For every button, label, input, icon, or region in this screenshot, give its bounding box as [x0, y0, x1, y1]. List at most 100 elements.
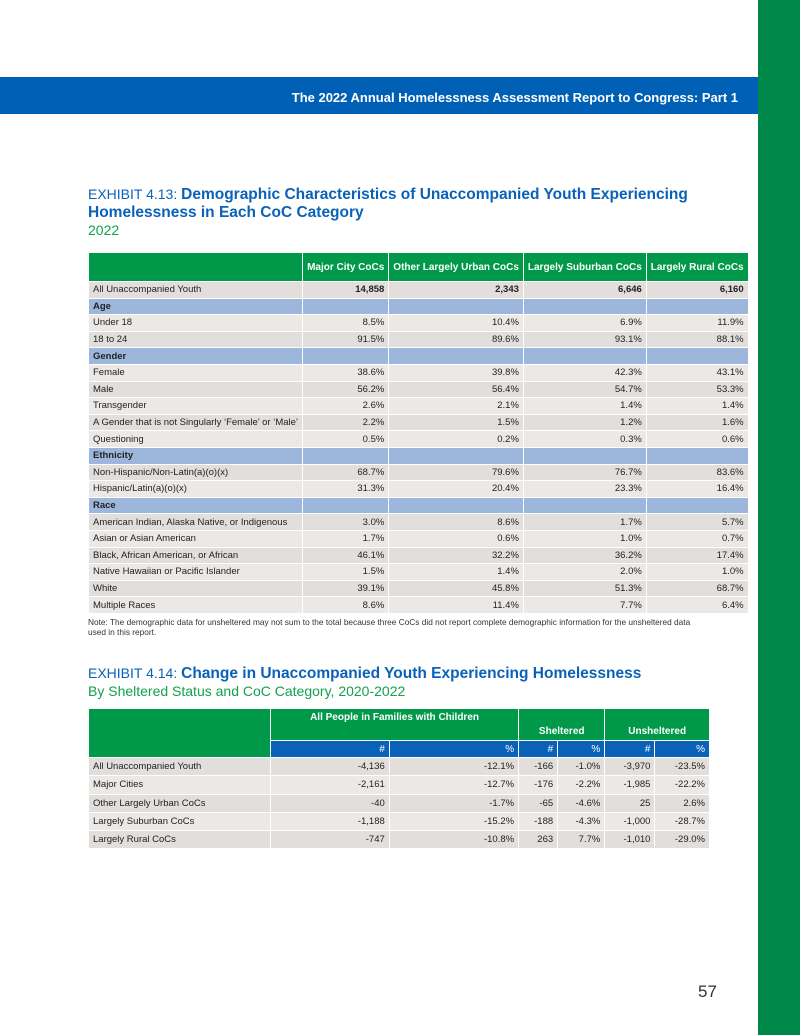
- cell-value: 89.6%: [388, 330, 524, 349]
- table-row: Largely Suburban CoCs -1,188 -15.2% -188 -4.…: [88, 811, 710, 832]
- section-row: Ethnicity: [87, 446, 749, 465]
- row-label: Black, African American, or African: [87, 546, 304, 565]
- table-row: 18 to 24 91.5% 89.6% 93.1% 88.1%: [87, 330, 749, 349]
- section-cell: [388, 347, 524, 365]
- col-header: Largely Suburban CoCs: [522, 252, 647, 282]
- cell-value: -188: [518, 811, 559, 832]
- cell-value: 14,858: [302, 281, 390, 299]
- cell-value: 1.0%: [645, 563, 749, 581]
- cell-value: -166: [518, 756, 559, 777]
- row-label: Non-Hispanic/Non-Latin(a)(o)(x): [87, 463, 304, 482]
- col-header: Largely Rural CoCs: [645, 252, 749, 282]
- section-cell: [522, 347, 647, 365]
- cell-value: 6,646: [522, 281, 647, 299]
- cell-value: 1.6%: [645, 413, 749, 432]
- row-label: Questioning: [87, 430, 304, 448]
- row-label: Largely Rural CoCs: [88, 830, 271, 850]
- exhibit-label: EXHIBIT 4.14:: [88, 665, 182, 681]
- row-label: All Unaccompanied Youth: [88, 756, 271, 777]
- cell-value: 93.1%: [522, 330, 647, 349]
- green-side-band: [758, 0, 800, 1035]
- cell-value: 88.1%: [645, 330, 749, 349]
- row-label: Gender: [87, 347, 304, 365]
- cell-value: 91.5%: [302, 330, 390, 349]
- exhibit-subtitle: 2022: [88, 222, 120, 238]
- cell-value: -12.7%: [388, 775, 520, 795]
- exhibit-label: EXHIBIT 4.13:: [88, 186, 182, 202]
- table-row: Hispanic/Latin(a)(o)(x) 31.3% 20.4% 23.3% 16…: [87, 480, 749, 498]
- cell-value: 1.5%: [302, 563, 390, 581]
- cell-value: -1.7%: [388, 793, 520, 813]
- section-cell: [388, 496, 524, 515]
- cell-value: 76.7%: [522, 463, 647, 482]
- group-header: Unsheltered: [604, 708, 710, 741]
- row-label: Under 18: [87, 314, 304, 332]
- cell-value: 45.8%: [388, 579, 524, 598]
- section-cell: [522, 496, 647, 515]
- cell-value: 1.4%: [522, 397, 647, 415]
- change-table: All People in Families with Children She…: [88, 708, 710, 850]
- cell-value: -65: [518, 793, 559, 813]
- row-label: A Gender that is not Singularly ‘Female’…: [87, 413, 304, 432]
- cell-value: -1.0%: [557, 756, 606, 777]
- row-label: Multiple Races: [87, 596, 304, 614]
- row-label: Ethnicity: [87, 446, 304, 465]
- cell-value: 2.6%: [654, 793, 710, 813]
- table-row: Native Hawaiian or Pacific Islander 1.5% 1…: [87, 563, 749, 581]
- cell-value: 42.3%: [522, 363, 647, 382]
- cell-value: 1.4%: [645, 397, 749, 415]
- cell-value: 0.2%: [388, 430, 524, 448]
- table-row: Black, African American, or African 46.1%…: [87, 546, 749, 565]
- table-row: Asian or Asian American 1.7% 0.6% 1.0% 0.7%: [87, 529, 749, 548]
- cell-value: 1.7%: [522, 513, 647, 531]
- cell-value: 1.7%: [302, 529, 390, 548]
- row-label: White: [87, 579, 304, 598]
- cell-value: 10.4%: [388, 314, 524, 332]
- exhibit-title: Demographic Characteristics of Unaccompa…: [181, 186, 688, 203]
- cell-value: 0.5%: [302, 430, 390, 448]
- cell-value: -10.8%: [388, 830, 520, 850]
- exhibit-title: Change in Unaccompanied Youth Experienci…: [181, 665, 642, 682]
- row-label: Major Cities: [88, 775, 271, 795]
- cell-value: 83.6%: [645, 463, 749, 482]
- cell-value: 36.2%: [522, 546, 647, 565]
- table-row: Other Largely Urban CoCs -40 -1.7% -65 -4.6%…: [88, 793, 710, 813]
- cell-value: 38.6%: [302, 363, 390, 382]
- section-cell: [302, 446, 390, 465]
- row-label: Male: [87, 380, 304, 399]
- cell-value: 1.5%: [388, 413, 524, 432]
- sub-header: %: [388, 740, 520, 758]
- cell-value: 43.1%: [645, 363, 749, 382]
- section-cell: [645, 496, 749, 515]
- table-row: Under 18 8.5% 10.4% 6.9% 11.9%: [87, 314, 749, 332]
- cell-value: 7.7%: [557, 830, 606, 850]
- cell-value: 263: [518, 830, 559, 850]
- cell-value: 56.4%: [388, 380, 524, 399]
- section-cell: [645, 297, 749, 316]
- exhibit-title-cont: Homelessness in Each CoC Category: [88, 204, 364, 221]
- cell-value: -3,970: [604, 756, 656, 777]
- cell-value: 51.3%: [522, 579, 647, 598]
- table-row: American Indian, Alaska Native, or Indig…: [87, 513, 749, 531]
- cell-value: -4,136: [270, 756, 390, 777]
- section-cell: [302, 496, 390, 515]
- col-header: Other Largely Urban CoCs: [388, 252, 524, 282]
- cell-value: -15.2%: [388, 811, 520, 832]
- cell-value: 16.4%: [645, 480, 749, 498]
- cell-value: -29.0%: [654, 830, 710, 850]
- cell-value: -23.5%: [654, 756, 710, 777]
- cell-value: 11.9%: [645, 314, 749, 332]
- row-label: American Indian, Alaska Native, or Indig…: [87, 513, 304, 531]
- row-label: Race: [87, 496, 304, 515]
- cell-value: -747: [270, 830, 390, 850]
- section-row: Race: [87, 496, 749, 515]
- table-row: Female 38.6% 39.8% 42.3% 43.1%: [87, 363, 749, 382]
- cell-value: 2.6%: [302, 397, 390, 415]
- cell-value: 23.3%: [522, 480, 647, 498]
- exhibit-subtitle: By Sheltered Status and CoC Category, 20…: [88, 683, 406, 699]
- cell-value: -22.2%: [654, 775, 710, 795]
- table-row: Questioning 0.5% 0.2% 0.3% 0.6%: [87, 430, 749, 448]
- cell-value: -1,985: [604, 775, 656, 795]
- cell-value: 8.6%: [302, 596, 390, 614]
- cell-value: 79.6%: [388, 463, 524, 482]
